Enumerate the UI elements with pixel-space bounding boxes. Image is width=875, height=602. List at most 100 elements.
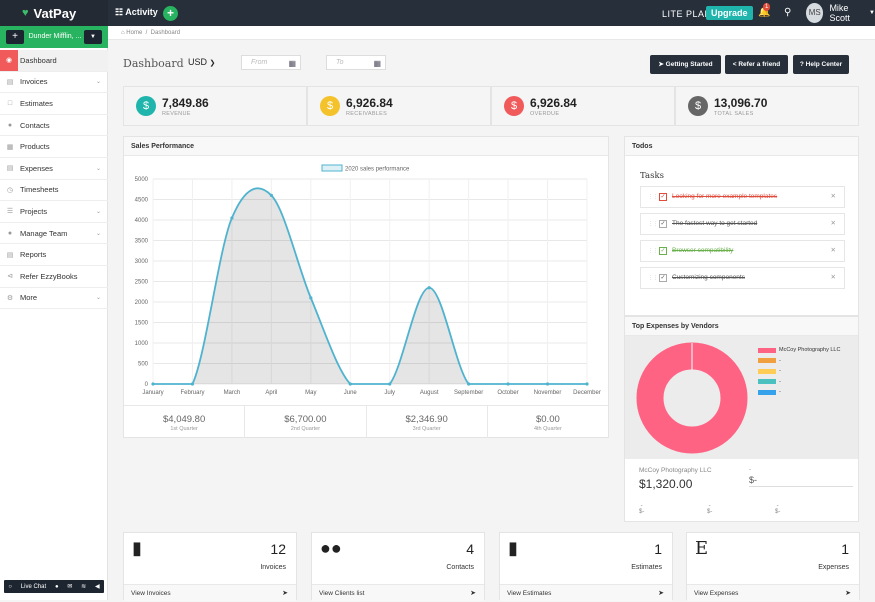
todo-item[interactable]: ⋮⋮ ✓ The fastest way to get started ✕ <box>640 213 845 235</box>
card-count: 1 <box>841 541 849 557</box>
upgrade-button[interactable]: Upgrade <box>706 6 753 20</box>
dollar-icon: $ <box>688 96 708 116</box>
dollar-icon: $ <box>136 96 156 116</box>
collapse-icon[interactable]: ◀ <box>94 584 100 590</box>
card-estimates: ▮ 1 Estimates View Estimates ➤ <box>499 532 673 601</box>
drag-handle-icon[interactable]: ⋮⋮ <box>648 275 658 281</box>
y-tick-label: 3500 <box>135 239 149 245</box>
drag-handle-icon[interactable]: ⋮⋮ <box>648 221 658 227</box>
help-center-button[interactable]: ? Help Center <box>793 55 849 74</box>
to-date-input[interactable]: To ▦ <box>326 55 386 70</box>
legend-item[interactable]: McCoy Photography LLC <box>758 345 840 356</box>
chevron-down-icon: ▼ <box>869 10 875 16</box>
sidebar-item-contacts[interactable]: ● Contacts <box>0 115 108 137</box>
card-label: Estimates <box>631 564 662 571</box>
from-date-input[interactable]: From ▦ <box>241 55 301 70</box>
breadcrumb-home[interactable]: Home <box>126 30 143 36</box>
sidebar-item-products[interactable]: ▦ Products <box>0 136 108 158</box>
todo-checkbox[interactable]: ✓ <box>659 274 667 282</box>
legend-swatch <box>321 164 343 172</box>
x-tick-label: December <box>573 390 601 396</box>
sidebar-item-label: Invoices <box>20 77 48 87</box>
data-point[interactable] <box>348 382 352 386</box>
data-point[interactable] <box>151 382 155 386</box>
currency-select[interactable]: USD ❯ <box>188 57 215 67</box>
card-count: 12 <box>270 541 286 557</box>
todo-item[interactable]: ⋮⋮ ✓ Customizing components ✕ <box>640 267 845 289</box>
data-point[interactable] <box>269 193 273 197</box>
data-point[interactable] <box>309 296 313 300</box>
company-dropdown-button[interactable]: ▼ <box>84 30 102 44</box>
data-point[interactable] <box>506 382 510 386</box>
app-logo[interactable]: ♥ VatPay <box>0 0 108 26</box>
sidebar-item-expenses[interactable]: ▤ Expenses ⌄ <box>0 158 108 180</box>
x-tick-label: May <box>305 390 316 396</box>
stat-receivables[interactable]: $6,926.84 RECEIVABLES <box>307 86 491 126</box>
close-icon[interactable]: ✕ <box>830 193 836 200</box>
top-vendor-name: McCoy Photography LLC <box>639 467 712 474</box>
activity-link[interactable]: ☷ Activity <box>115 7 158 18</box>
data-point[interactable] <box>467 382 471 386</box>
data-point[interactable] <box>427 286 431 290</box>
todo-item[interactable]: ⋮⋮ ✓ Browser compatibility ✕ <box>640 240 845 262</box>
todo-checkbox[interactable]: ✓ <box>659 220 667 228</box>
todo-checkbox[interactable]: ✓ <box>659 193 667 201</box>
sidebar-item-manage-team[interactable]: ● Manage Team ⌄ <box>0 223 108 245</box>
legend-item[interactable]: - <box>758 387 840 398</box>
stat-label: REVENUE <box>162 111 191 117</box>
rocket-icon: ➤ <box>658 61 666 68</box>
user-menu[interactable]: MS Mike Scott ▼ <box>806 3 875 23</box>
sidebar-item-projects[interactable]: ☰ Projects ⌄ <box>0 201 108 223</box>
close-icon[interactable]: ✕ <box>830 274 836 281</box>
panel-title: Top Expenses by Vendors <box>625 317 858 336</box>
sidebar-item-more[interactable]: ⚙ More ⌄ <box>0 288 108 310</box>
data-point[interactable] <box>230 216 234 220</box>
home-icon: ⌂ <box>121 30 127 36</box>
legend-swatch <box>758 358 776 364</box>
sidebar-item-reports[interactable]: ▤ Reports <box>0 244 108 266</box>
data-point[interactable] <box>388 382 392 386</box>
view-expenses-link[interactable]: View Expenses ➤ <box>687 584 859 601</box>
drag-handle-icon[interactable]: ⋮⋮ <box>648 248 658 254</box>
add-company-button[interactable]: + <box>6 30 24 44</box>
x-tick-label: July <box>384 390 395 396</box>
person-icon[interactable]: ● <box>54 583 59 590</box>
bell-icon: 🔔 <box>758 7 771 18</box>
search-icon[interactable]: ⚲ <box>784 7 792 18</box>
leaf-icon: ♥ <box>22 7 29 19</box>
stat-overdue[interactable]: $6,926.84 OVERDUE <box>491 86 675 126</box>
quick-add-button[interactable]: + <box>163 6 178 21</box>
legend-label[interactable]: 2020 sales performance <box>345 167 410 173</box>
close-icon[interactable]: ✕ <box>830 220 836 227</box>
drag-handle-icon[interactable]: ⋮⋮ <box>648 194 658 200</box>
data-point[interactable] <box>545 382 550 386</box>
legend-item[interactable]: - <box>758 377 840 388</box>
view-estimates-link[interactable]: View Estimates ➤ <box>500 584 672 601</box>
sidebar-item-estimates[interactable]: □ Estimates <box>0 93 108 115</box>
todo-item[interactable]: ⋮⋮ ✓ Looking for more example templates ✕ <box>640 186 845 208</box>
view-clients-link[interactable]: View Clients list ➤ <box>312 584 484 601</box>
mail-icon[interactable]: ✉ <box>67 584 73 590</box>
sidebar-item-dashboard[interactable]: ◉ Dashboard <box>0 50 108 72</box>
notifications-button[interactable]: 🔔 1 <box>758 3 771 18</box>
data-point[interactable] <box>190 382 195 386</box>
sidebar-item-timesheets[interactable]: ◷ Timesheets <box>0 180 108 202</box>
sidebar-item-label: Reports <box>20 250 47 260</box>
todo-checkbox[interactable]: ✓ <box>659 247 667 255</box>
legend-item[interactable]: - <box>758 366 840 377</box>
data-point[interactable] <box>585 382 589 386</box>
stat-total-sales[interactable]: $13,096.70 TOTAL SALES <box>675 86 859 126</box>
live-chat-bar[interactable]: ○ Live Chat ● ✉ ≋ ◀ <box>4 580 104 593</box>
refer-friend-button[interactable]: < Refer a friend <box>725 55 788 74</box>
rss-icon[interactable]: ≋ <box>81 584 87 590</box>
company-name[interactable]: Dunder Mifflin, ... <box>28 33 82 40</box>
close-icon[interactable]: ✕ <box>830 247 836 254</box>
getting-started-button[interactable]: ➤ Getting Started <box>650 55 721 74</box>
top-vendor-amount: $1,320.00 <box>639 477 693 491</box>
sidebar-item-refer[interactable]: ⊲ Refer EzzyBooks <box>0 266 108 288</box>
stat-revenue[interactable]: $7,849.86 REVENUE <box>123 86 307 126</box>
legend-item[interactable]: - <box>758 356 840 367</box>
sidebar-item-invoices[interactable]: ▤ Invoices ⌄ <box>0 72 108 94</box>
view-invoices-link[interactable]: View Invoices ➤ <box>124 584 296 601</box>
vendor-small-amount: $- <box>639 509 645 515</box>
